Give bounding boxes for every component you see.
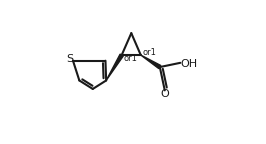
Text: O: O [160, 89, 169, 99]
Text: S: S [66, 54, 73, 64]
Polygon shape [106, 54, 123, 80]
Polygon shape [141, 55, 161, 69]
Text: OH: OH [181, 59, 198, 69]
Text: or1: or1 [142, 48, 156, 57]
Text: or1: or1 [124, 54, 138, 63]
